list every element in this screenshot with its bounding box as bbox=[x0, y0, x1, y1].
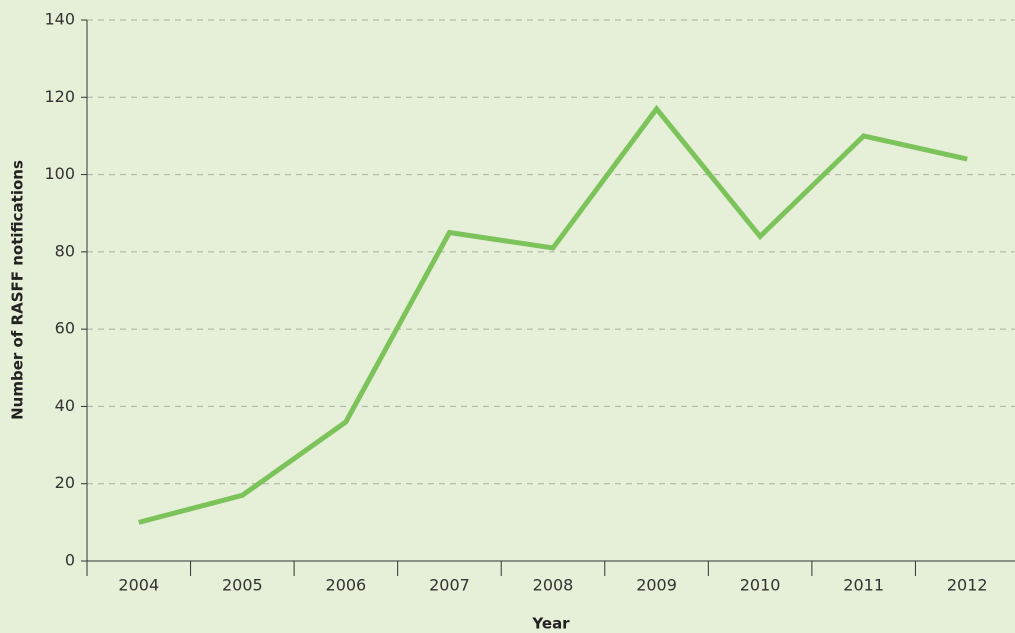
x-axis-title: Year bbox=[531, 615, 570, 633]
y-tick-label: 120 bbox=[44, 87, 75, 106]
x-tick-label: 2006 bbox=[326, 576, 367, 595]
y-tick-label: 100 bbox=[44, 164, 75, 183]
x-tick-label: 2005 bbox=[222, 576, 263, 595]
y-tick-label: 20 bbox=[55, 473, 75, 492]
x-tick-label: 2007 bbox=[429, 576, 470, 595]
x-tick-label: 2008 bbox=[533, 576, 574, 595]
line bbox=[138, 104, 968, 525]
y-tick-label: 80 bbox=[55, 241, 75, 260]
y-axis-title: Number of RASFF notifications bbox=[9, 160, 27, 420]
x-tick-label: 2009 bbox=[636, 576, 677, 595]
x-tick-label: 2010 bbox=[740, 576, 781, 595]
y-tick-label: 60 bbox=[55, 319, 75, 338]
x-tick-label: 2004 bbox=[118, 576, 159, 595]
x-tick-label: 2012 bbox=[947, 576, 988, 595]
x-tick-label: 2011 bbox=[843, 576, 884, 595]
y-tick-label: 0 bbox=[65, 551, 75, 570]
y-tick-label: 40 bbox=[55, 396, 75, 415]
y-tick-label: 140 bbox=[44, 10, 75, 29]
